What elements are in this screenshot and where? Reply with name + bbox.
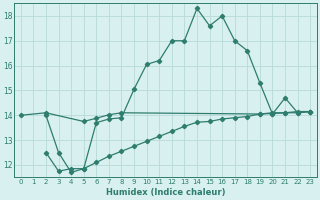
X-axis label: Humidex (Indice chaleur): Humidex (Indice chaleur) [106, 188, 225, 197]
